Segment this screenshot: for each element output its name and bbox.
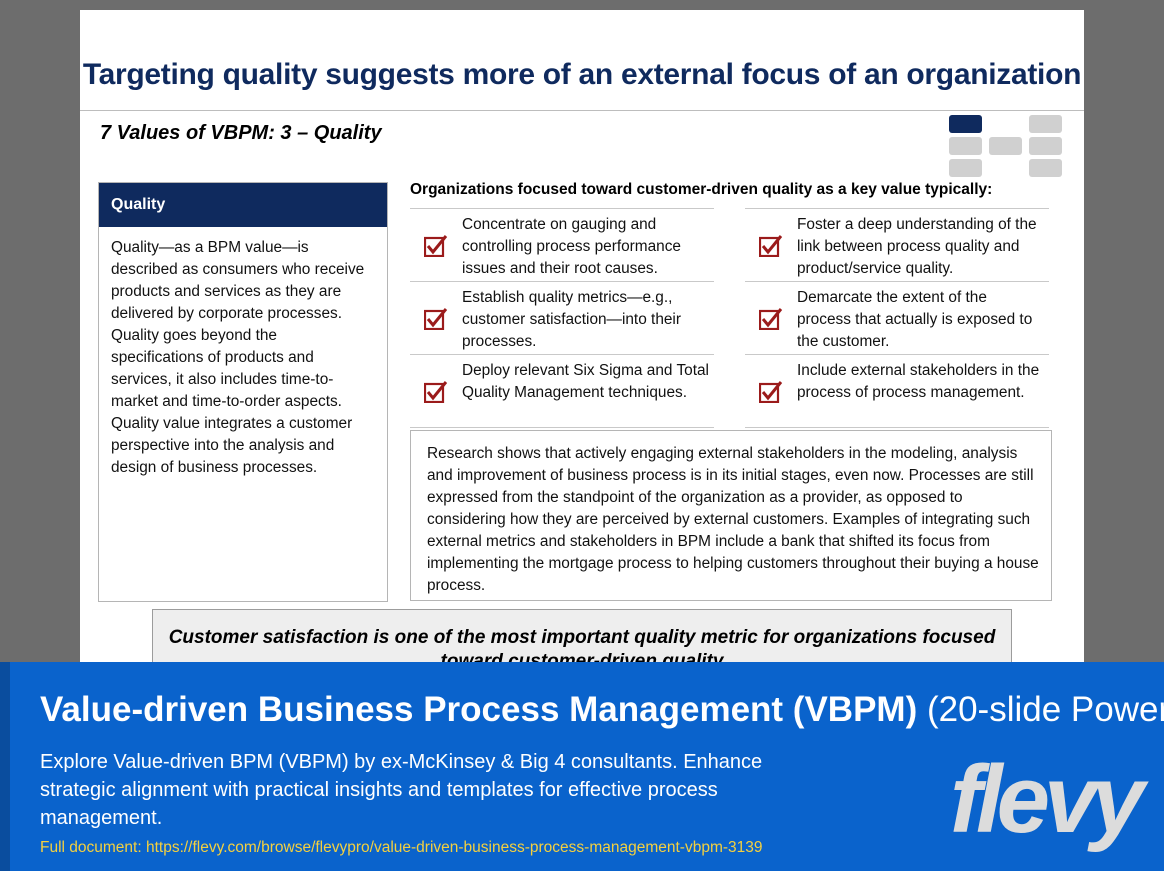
checkbox-checked-icon	[759, 381, 783, 403]
research-box: Research shows that actively engaging ex…	[410, 430, 1052, 601]
bullet-text: Establish quality metrics—e.g., customer…	[462, 289, 681, 350]
bullets-right-column: Foster a deep understanding of the link …	[745, 208, 1049, 428]
title-divider	[80, 110, 1084, 111]
list-item: Establish quality metrics—e.g., customer…	[410, 281, 714, 354]
banner-edge	[0, 662, 10, 871]
bullet-text: Concentrate on gauging and controlling p…	[462, 216, 681, 277]
bullet-text: Include external stakeholders in the pro…	[797, 362, 1040, 401]
bullet-text: Deploy relevant Six Sigma and Total Qual…	[462, 362, 709, 401]
research-text: Research shows that actively engaging ex…	[427, 445, 1039, 594]
nav-cell	[1029, 137, 1062, 155]
list-item: Concentrate on gauging and controlling p…	[410, 208, 714, 281]
banner-description: Explore Value-driven BPM (VBPM) by ex-Mc…	[40, 751, 763, 829]
list-item: Foster a deep understanding of the link …	[745, 208, 1049, 281]
banner-title-light: (20-slide PowerPoint presentation)	[926, 690, 1164, 729]
quality-definition-box: Quality Quality—as a BPM value—is descri…	[98, 182, 388, 602]
checkbox-checked-icon	[424, 235, 448, 257]
promo-banner: Value-driven Business Process Management…	[0, 662, 1164, 871]
banner-title-bold: Value-driven Business Process Management…	[40, 690, 918, 729]
nav-cell	[949, 159, 982, 177]
bullet-text: Demarcate the extent of the process that…	[797, 289, 1033, 350]
checkbox-checked-icon	[759, 308, 783, 330]
section-navigator-icon	[949, 115, 1064, 179]
list-item: Deploy relevant Six Sigma and Total Qual…	[410, 354, 714, 428]
nav-cell	[1029, 115, 1062, 133]
checkbox-checked-icon	[759, 235, 783, 257]
callout-text: Customer satisfaction is one of the most…	[168, 627, 996, 670]
full-document-link[interactable]: Full document: https://flevy.com/browse/…	[40, 839, 763, 856]
slide-subtitle: 7 Values of VBPM: 3 – Quality	[100, 122, 382, 144]
checkbox-checked-icon	[424, 308, 448, 330]
bullets-heading: Organizations focused toward customer-dr…	[410, 181, 993, 198]
slide-title: Targeting quality suggests more of an ex…	[82, 58, 1082, 91]
checkbox-checked-icon	[424, 381, 448, 403]
nav-cell	[949, 137, 982, 155]
callout-box: Customer satisfaction is one of the most…	[152, 609, 1012, 670]
quality-box-heading: Quality	[99, 183, 387, 227]
quality-box-text: Quality—as a BPM value—is described as c…	[111, 239, 365, 476]
nav-cell-active	[949, 115, 982, 133]
list-item: Demarcate the extent of the process that…	[745, 281, 1049, 354]
list-item: Include external stakeholders in the pro…	[745, 354, 1049, 428]
nav-cell	[989, 137, 1022, 155]
bullets-left-column: Concentrate on gauging and controlling p…	[410, 208, 714, 428]
slide: Targeting quality suggests more of an ex…	[80, 10, 1084, 670]
flevy-logo[interactable]: flevy	[950, 746, 1145, 853]
nav-cell	[1029, 159, 1062, 177]
banner-title: Value-driven Business Process Management…	[40, 690, 1164, 730]
bullet-text: Foster a deep understanding of the link …	[797, 216, 1037, 277]
